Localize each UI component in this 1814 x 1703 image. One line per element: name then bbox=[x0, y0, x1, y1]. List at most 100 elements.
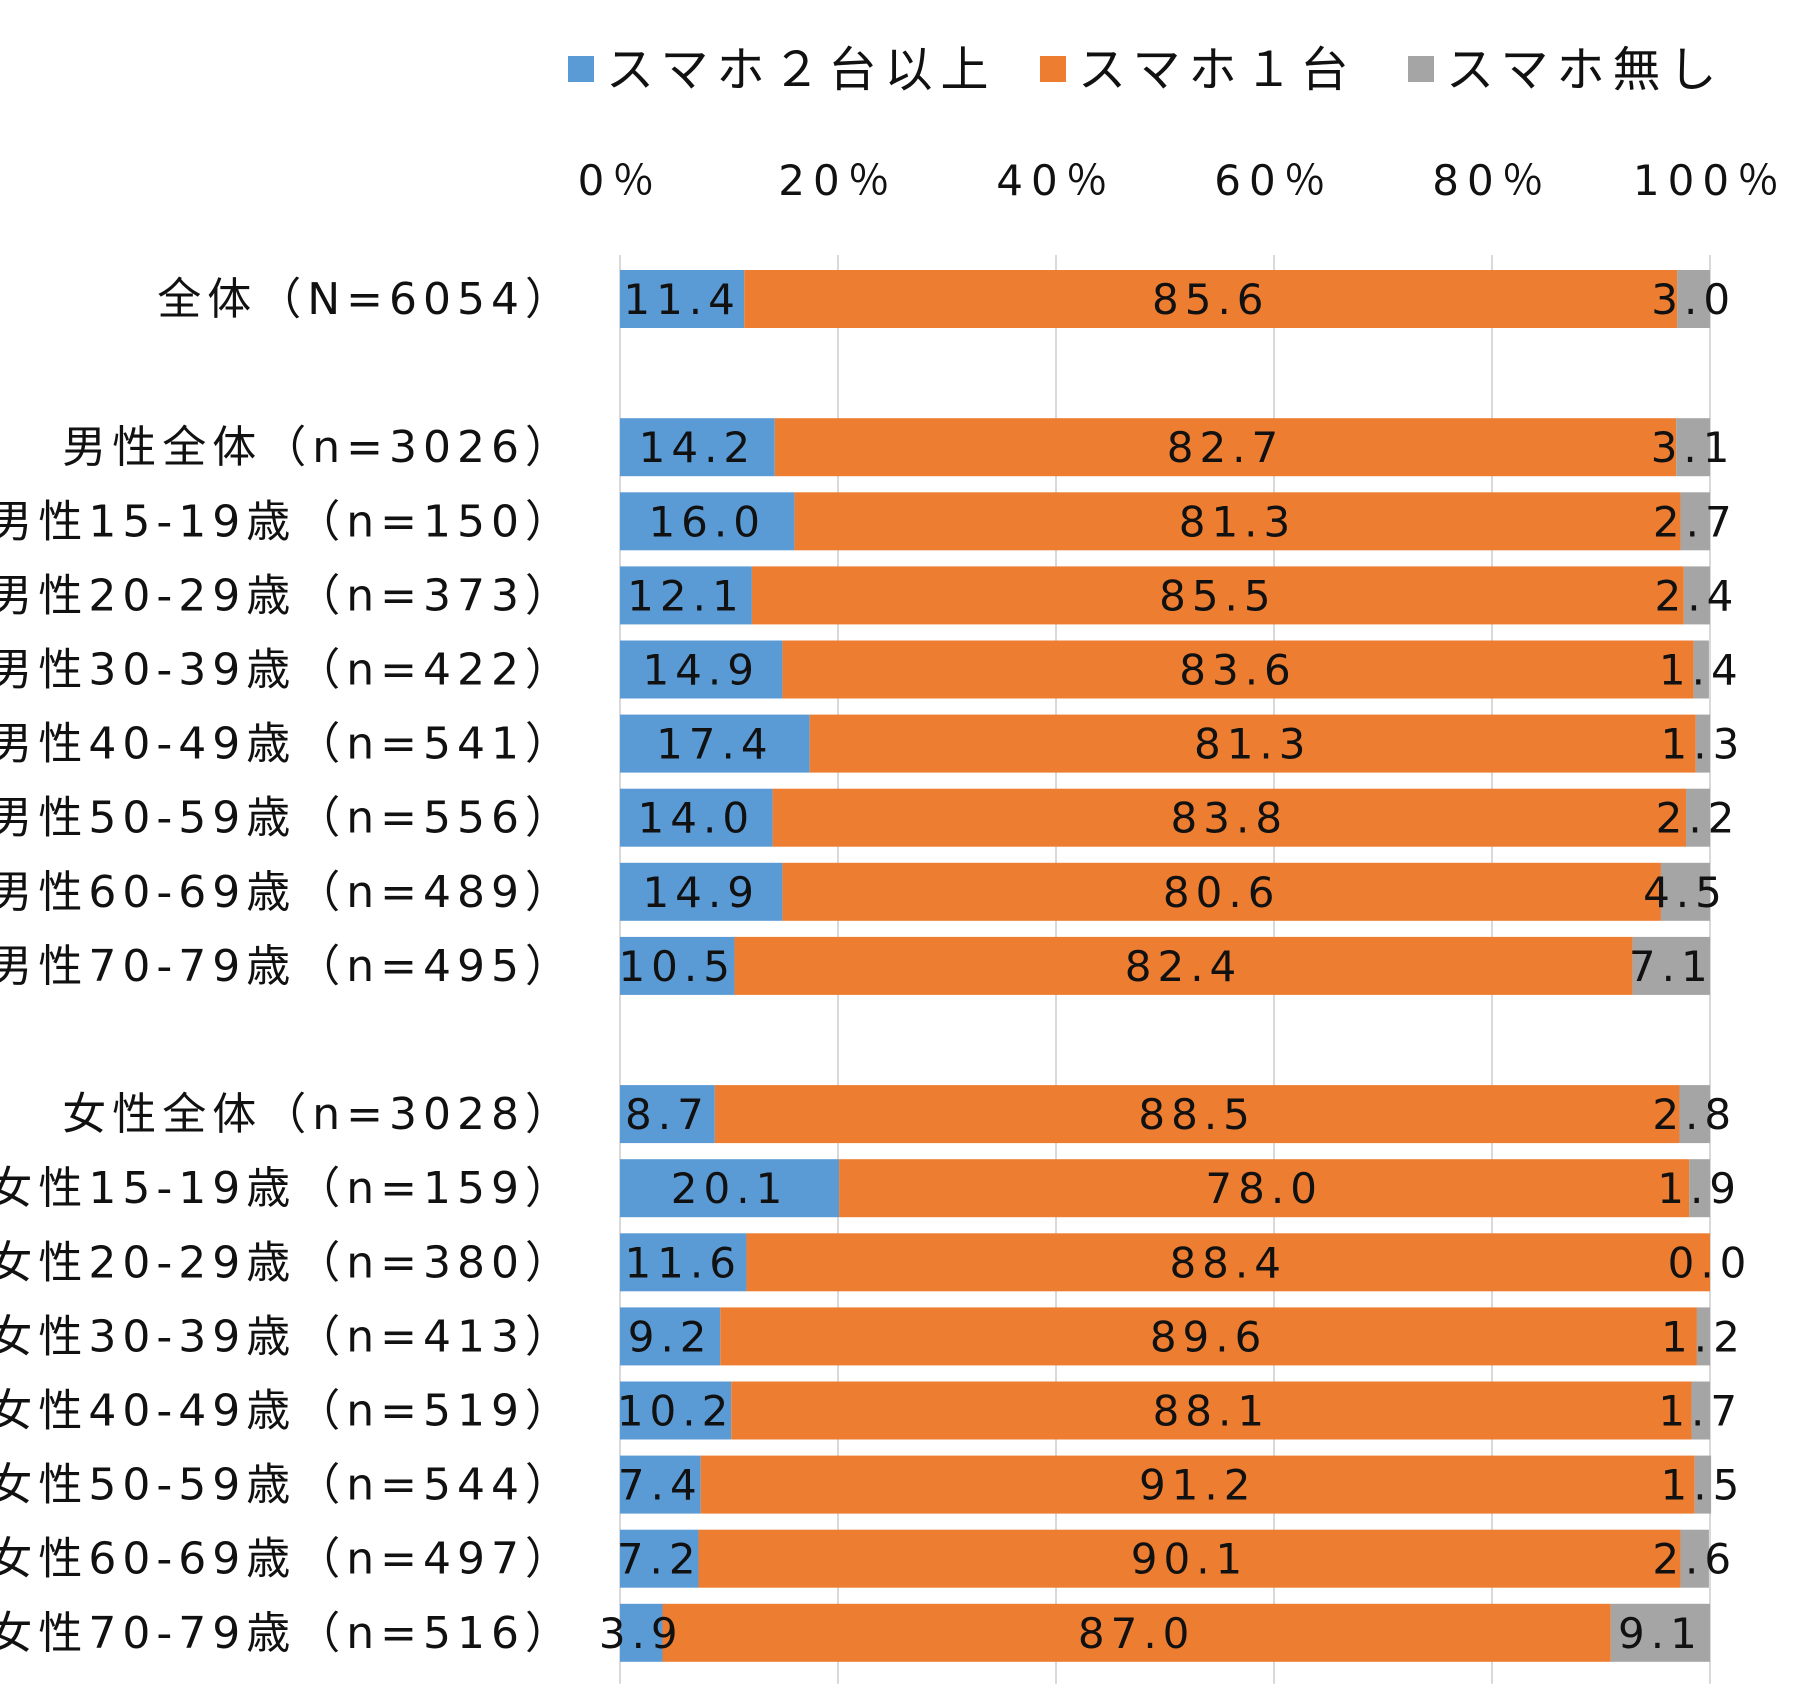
bar-5-0 bbox=[620, 640, 783, 699]
category-label-9: 男性70-79歳（n=495） bbox=[0, 941, 575, 992]
data-label-9-1: 82.4 bbox=[1125, 942, 1243, 991]
bar-13-0 bbox=[620, 1233, 747, 1292]
data-label-16-2: 1.5 bbox=[1661, 1461, 1746, 1510]
data-label-2-2: 3.1 bbox=[1651, 423, 1736, 472]
data-label-4-2: 2.4 bbox=[1655, 571, 1740, 620]
x-axis-ticks: 0％ 20％ 40％ 60％ 80％ 100％ bbox=[578, 156, 1787, 205]
bar-6-1 bbox=[809, 714, 1696, 773]
bar-14-1 bbox=[720, 1307, 1697, 1366]
legend-swatch-2 bbox=[1408, 56, 1434, 82]
bar-2-2 bbox=[1676, 418, 1710, 477]
data-label-0-0: 11.4 bbox=[623, 275, 741, 324]
x-tick-label-5: 100％ bbox=[1633, 156, 1787, 205]
data-label-14-1: 89.6 bbox=[1150, 1312, 1268, 1361]
category-label-3: 男性15-19歳（n=150） bbox=[0, 496, 575, 547]
data-label-2-0: 14.2 bbox=[639, 423, 757, 472]
data-label-3-1: 81.3 bbox=[1179, 497, 1297, 546]
data-label-7-1: 83.8 bbox=[1171, 794, 1289, 843]
bar-15-0 bbox=[620, 1381, 732, 1440]
bar-8-0 bbox=[620, 862, 783, 921]
bar-4-0 bbox=[620, 566, 752, 625]
x-tick-label-1: 20％ bbox=[778, 156, 897, 205]
bar-3-2 bbox=[1680, 492, 1710, 551]
data-label-13-1: 88.4 bbox=[1169, 1238, 1287, 1287]
category-label-16: 女性50-59歳（n=544） bbox=[0, 1460, 575, 1511]
bar-3-0 bbox=[620, 492, 795, 551]
legend: スマホ２台以上 スマホ１台 スマホ無し bbox=[568, 42, 1717, 98]
data-label-3-0: 16.0 bbox=[648, 497, 766, 546]
x-tick-label-0: 0％ bbox=[578, 156, 663, 205]
bar-6-0 bbox=[620, 714, 810, 773]
data-label-17-2: 2.6 bbox=[1652, 1535, 1737, 1584]
data-label-11-2: 2.8 bbox=[1652, 1090, 1737, 1139]
bar-12-1 bbox=[839, 1159, 1690, 1218]
category-label-7: 男性50-59歳（n=556） bbox=[0, 793, 575, 844]
bar-18-0 bbox=[620, 1603, 663, 1662]
category-label-12: 女性15-19歳（n=159） bbox=[0, 1163, 575, 1214]
bar-2-0 bbox=[620, 418, 775, 477]
data-labels: 11.4 85.6 3.0 14.2 82.7 3.1 16.0 81.3 2.7 12.1 85.… bbox=[599, 275, 1753, 1658]
data-label-4-0: 12.1 bbox=[627, 571, 745, 620]
bar-0-0 bbox=[620, 270, 745, 328]
category-label-5: 男性30-39歳（n=422） bbox=[0, 645, 575, 696]
data-label-13-2: 0.0 bbox=[1668, 1238, 1753, 1287]
bar-17-0 bbox=[620, 1529, 699, 1588]
data-label-14-2: 1.2 bbox=[1661, 1312, 1746, 1361]
category-label-13: 女性20-29歳（n=380） bbox=[0, 1237, 575, 1288]
data-label-17-0: 7.2 bbox=[617, 1535, 702, 1584]
legend-swatch-1 bbox=[1040, 56, 1066, 82]
data-label-18-1: 87.0 bbox=[1078, 1609, 1196, 1658]
bar-7-0 bbox=[620, 788, 773, 847]
bar-2-1 bbox=[774, 418, 1677, 477]
category-label-4: 男性20-29歳（n=373） bbox=[0, 570, 575, 621]
category-label-17: 女性60-69歳（n=497） bbox=[0, 1534, 575, 1585]
bar-5-2 bbox=[1693, 640, 1709, 699]
x-tick-label-3: 60％ bbox=[1214, 156, 1333, 205]
bar-3-1 bbox=[794, 492, 1681, 551]
bar-11-1 bbox=[714, 1085, 1680, 1144]
bar-12-2 bbox=[1689, 1159, 1710, 1218]
category-labels: 全体（N=6054） 男性全体（n=3026） 男性15-19歳（n=150） 男性2… bbox=[0, 274, 575, 1659]
bar-4-1 bbox=[751, 566, 1684, 625]
bar-8-1 bbox=[782, 862, 1661, 921]
bar-7-1 bbox=[772, 788, 1687, 847]
data-label-13-0: 11.6 bbox=[624, 1238, 742, 1287]
data-label-15-1: 88.1 bbox=[1153, 1387, 1271, 1436]
legend-label-1: スマホ１台 bbox=[1078, 42, 1357, 98]
bar-17-1 bbox=[698, 1529, 1681, 1588]
bar-15-2 bbox=[1691, 1381, 1710, 1440]
data-label-7-0: 14.0 bbox=[638, 794, 756, 843]
category-label-6: 男性40-49歳（n=541） bbox=[0, 719, 575, 770]
bar-9-1 bbox=[734, 936, 1633, 995]
data-label-16-1: 91.2 bbox=[1139, 1461, 1257, 1510]
data-label-12-2: 1.9 bbox=[1657, 1164, 1742, 1213]
x-tick-label-4: 80％ bbox=[1432, 156, 1551, 205]
legend-swatch-0 bbox=[568, 56, 594, 82]
data-label-6-1: 81.3 bbox=[1194, 720, 1312, 769]
data-label-16-0: 7.4 bbox=[618, 1461, 703, 1510]
data-label-5-1: 83.6 bbox=[1179, 646, 1297, 695]
data-label-3-2: 2.7 bbox=[1653, 497, 1738, 546]
bar-7-2 bbox=[1686, 788, 1710, 847]
bar-14-2 bbox=[1696, 1307, 1710, 1366]
category-label-15: 女性40-49歳（n=519） bbox=[0, 1386, 575, 1437]
data-label-9-2: 7.1 bbox=[1629, 942, 1714, 991]
data-label-14-0: 9.2 bbox=[628, 1312, 713, 1361]
category-label-14: 女性30-39歳（n=413） bbox=[0, 1311, 575, 1362]
data-label-9-0: 10.5 bbox=[618, 942, 736, 991]
data-label-6-2: 1.3 bbox=[1661, 720, 1746, 769]
category-label-0: 全体（N=6054） bbox=[157, 274, 575, 325]
bar-6-2 bbox=[1695, 714, 1710, 773]
data-label-18-2: 9.1 bbox=[1618, 1609, 1703, 1658]
bar-9-2 bbox=[1632, 936, 1710, 995]
data-label-12-1: 78.0 bbox=[1205, 1164, 1323, 1213]
data-label-17-1: 90.1 bbox=[1131, 1535, 1249, 1584]
bars bbox=[620, 270, 1712, 1662]
bar-0-2 bbox=[1677, 270, 1710, 328]
bar-12-0 bbox=[620, 1159, 840, 1218]
data-label-8-1: 80.6 bbox=[1163, 868, 1281, 917]
data-label-0-2: 3.0 bbox=[1651, 275, 1736, 324]
data-label-4-1: 85.5 bbox=[1159, 571, 1277, 620]
bar-16-1 bbox=[700, 1455, 1695, 1514]
data-label-5-2: 1.4 bbox=[1659, 646, 1744, 695]
